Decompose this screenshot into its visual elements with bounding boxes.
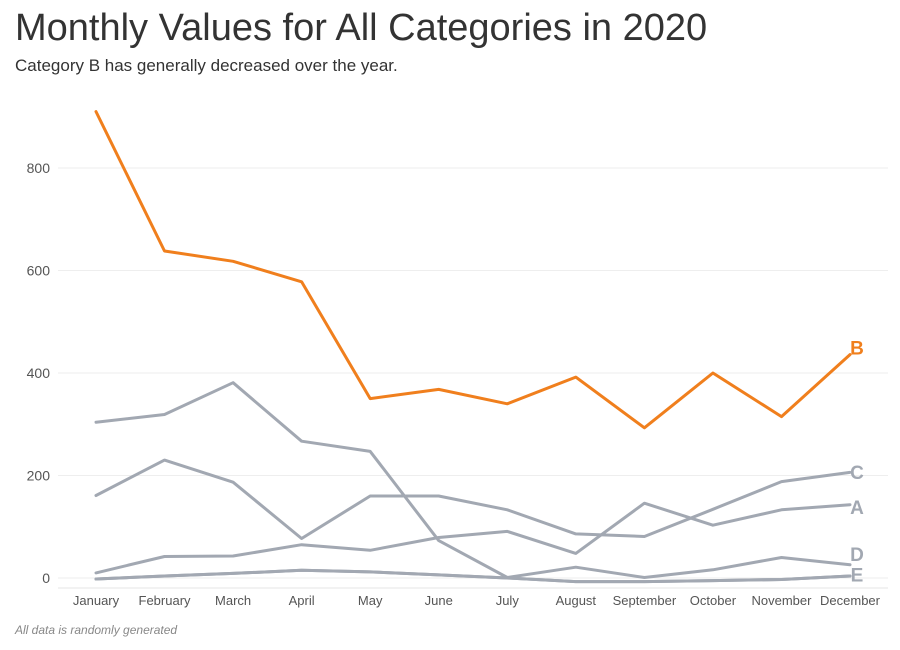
series-line-c: [94, 458, 852, 540]
x-tick-label: November: [751, 593, 812, 608]
series-end-labels: B CA DE: [850, 338, 864, 586]
y-tick-label: 800: [27, 160, 51, 176]
x-tick-label: June: [425, 593, 453, 608]
x-axis-ticks: January February March April May June July Augu…: [73, 593, 881, 608]
x-tick-label: October: [690, 593, 737, 608]
series-label-b: B: [850, 338, 864, 359]
gridlines: [58, 167, 888, 589]
x-tick-label: May: [358, 593, 383, 608]
series-line-a: [94, 501, 852, 575]
x-tick-label: July: [496, 593, 520, 608]
y-tick-label: 0: [42, 570, 50, 586]
x-tick-label: February: [139, 593, 192, 608]
series-line-b: [94, 110, 852, 430]
x-tick-label: September: [613, 593, 677, 608]
y-tick-label: 600: [27, 263, 51, 279]
x-tick-label: April: [289, 593, 315, 608]
series-lines: [94, 110, 852, 584]
series-label-a: A: [850, 498, 864, 519]
chart-subtitle: Category B has generally decreased over …: [15, 56, 398, 75]
chart-title: Monthly Values for All Categories in 202…: [15, 7, 708, 49]
x-tick-label: March: [215, 593, 251, 608]
series-label-d: D: [850, 545, 864, 566]
y-tick-label: 400: [27, 365, 51, 381]
x-tick-label: January: [73, 593, 120, 608]
series-line-e: [94, 568, 852, 584]
series-label-e: E: [851, 565, 864, 586]
y-tick-label: 200: [27, 468, 51, 484]
y-axis-ticks: 0 200 400 600 800: [27, 160, 51, 586]
footnote: All data is randomly generated: [15, 623, 178, 637]
series-label-c: C: [850, 463, 864, 484]
x-tick-label: December: [820, 593, 881, 608]
x-tick-label: August: [556, 593, 597, 608]
series-line: [94, 381, 852, 579]
